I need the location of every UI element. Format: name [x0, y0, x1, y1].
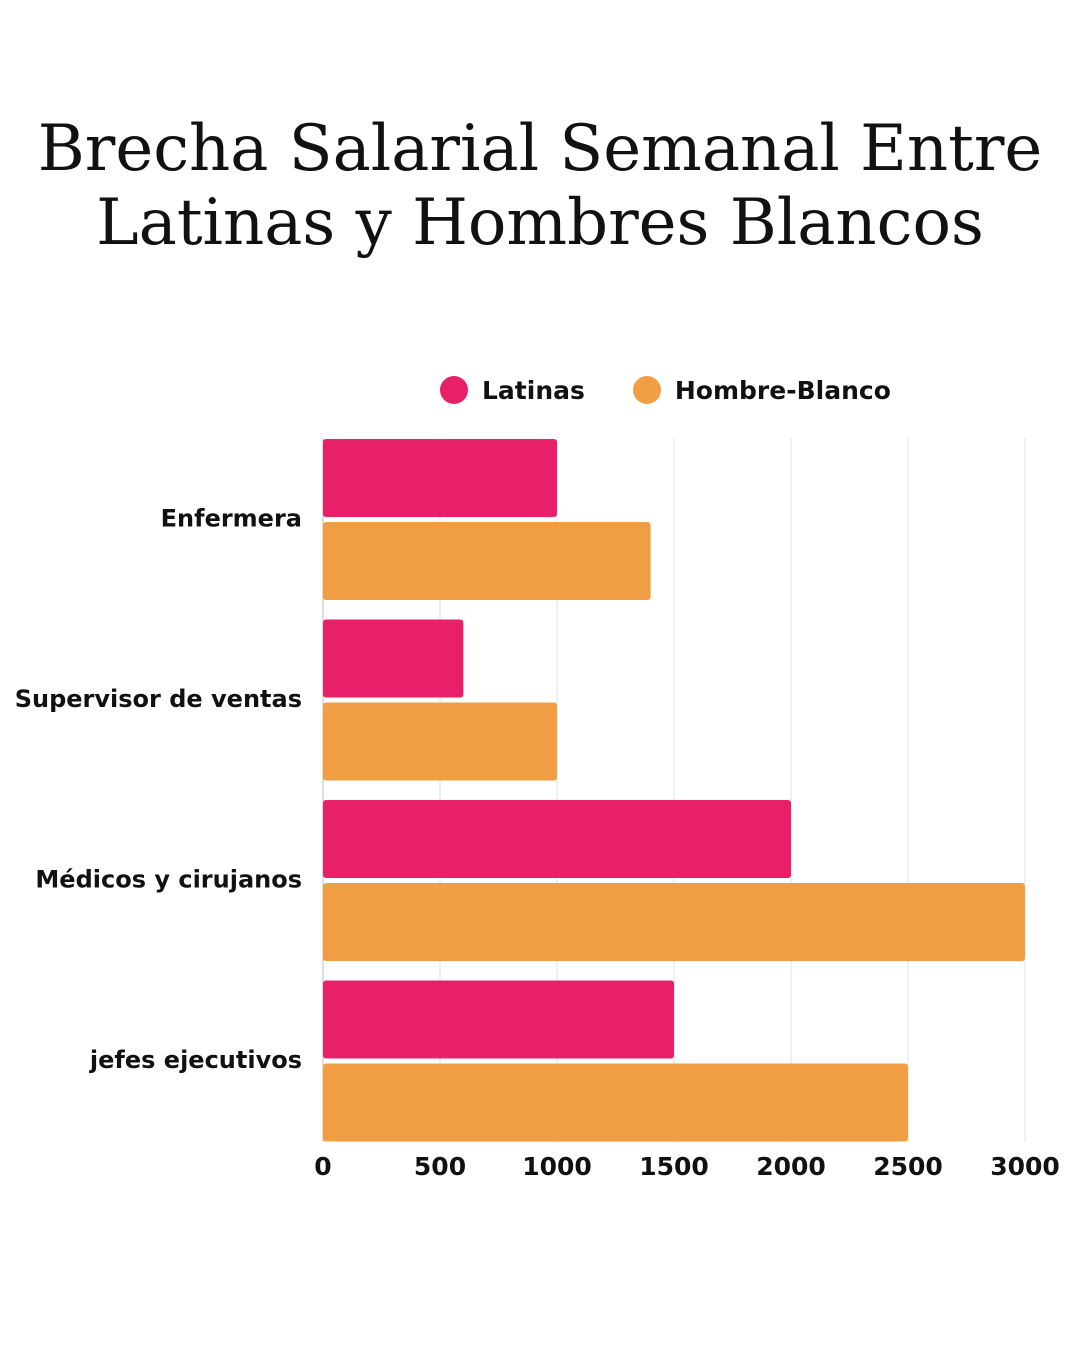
- bar-latinas: [323, 439, 557, 517]
- x-tick-label: 1000: [522, 1152, 592, 1181]
- legend-item-latinas: Latinas: [440, 376, 585, 405]
- legend-swatch-latinas: [440, 376, 468, 404]
- bar-hombre-blanco: [323, 702, 557, 781]
- category-label: Supervisor de ventas: [15, 685, 302, 713]
- category-label: Enfermera: [161, 505, 302, 533]
- category-labels: Enfermera Supervisor de ventas Médicos y c…: [15, 505, 302, 1075]
- bar-hombre-blanco: [323, 1063, 908, 1142]
- bar-latinas: [323, 980, 674, 1059]
- x-tick-label: 2000: [756, 1152, 826, 1181]
- legend-label-latinas: Latinas: [482, 375, 585, 405]
- chart-title-line-1: Brecha Salarial Semanal Entre: [37, 112, 1043, 186]
- bar-hombre-blanco: [323, 522, 651, 600]
- bar-latinas: [323, 800, 791, 878]
- x-tick-label: 0: [314, 1152, 331, 1181]
- legend-swatch-hombre-blanco: [632, 376, 661, 404]
- x-tick-label: 500: [414, 1152, 466, 1181]
- chart-title-line-2: Latinas y Hombres Blancos: [96, 186, 984, 260]
- bars: [323, 439, 1025, 1142]
- bar-hombre-blanco: [323, 883, 1025, 961]
- chart-title: Brecha Salarial Semanal Entre Latinas y …: [0, 112, 1080, 260]
- bar-latinas: [323, 619, 464, 698]
- category-label: Médicos y cirujanos: [35, 866, 302, 894]
- legend-label-hombre-blanco: Hombre-Blanco: [674, 375, 891, 405]
- x-tick-label: 2500: [873, 1152, 943, 1181]
- legend-item-hombre-blanco: Hombre-Blanco: [632, 375, 891, 405]
- x-tick-label: 1500: [639, 1152, 709, 1181]
- chart-legend: Latinas Hombre-Blanco: [440, 368, 939, 412]
- x-tick-label: 3000: [990, 1152, 1060, 1181]
- category-label: jefes ejecutivos: [89, 1046, 302, 1074]
- x-tick-labels: 0 500 1000 1500 2000 2500 3000: [314, 1152, 1060, 1181]
